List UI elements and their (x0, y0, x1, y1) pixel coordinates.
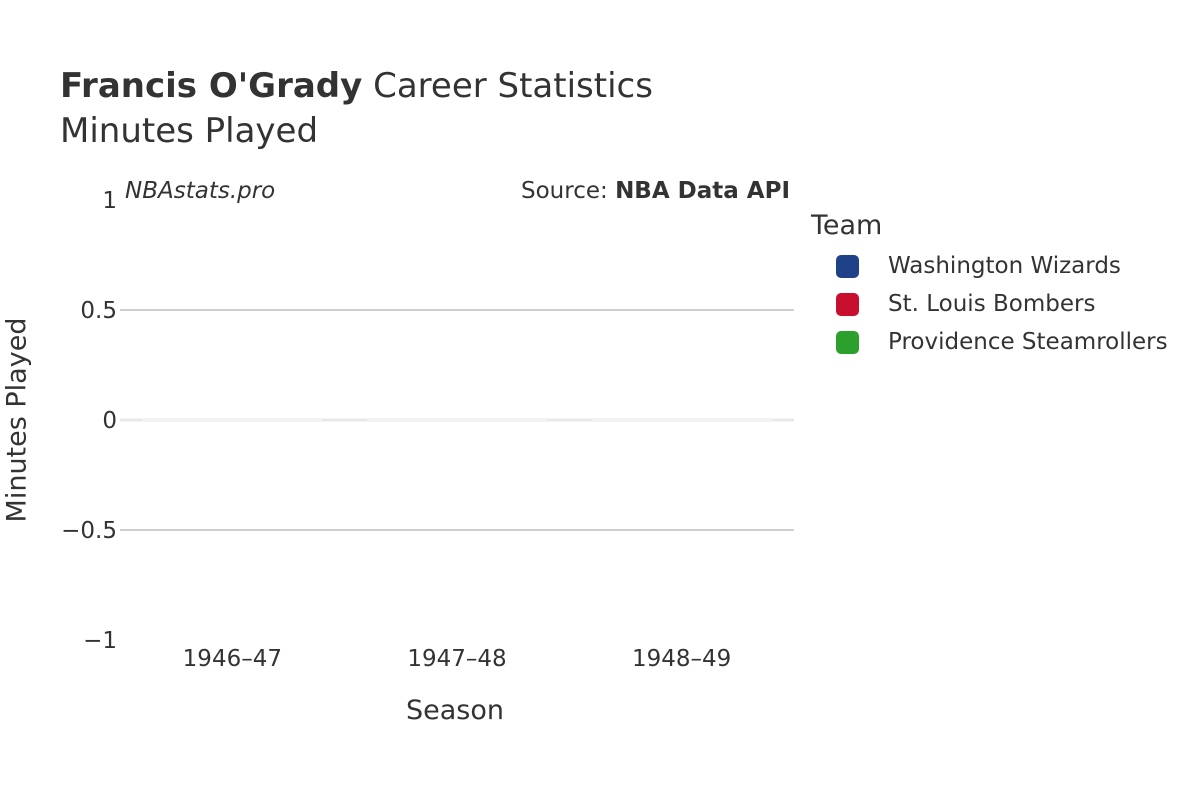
bar-providence-steamrollers (591, 419, 772, 421)
legend-swatch-st-louis-bombers (836, 292, 859, 316)
legend-title: Team (811, 210, 883, 241)
source-prefix: Source: (521, 178, 616, 204)
title-suffix: Career Statistics (362, 66, 653, 106)
legend-label: Washington Wizards (888, 253, 1121, 279)
x-tick-label: 1946–47 (183, 646, 282, 672)
bar-st-louis-bombers (366, 419, 548, 421)
legend-item-washington-wizards[interactable]: Washington Wizards (836, 253, 1121, 279)
watermark: NBAstats.pro (125, 178, 276, 204)
chart-title: Francis O'Grady Career Statistics (60, 66, 653, 106)
y-tick-label: 0.5 (80, 298, 117, 324)
legend-swatch-providence-steamrollers (836, 330, 859, 354)
legend-label: St. Louis Bombers (888, 291, 1096, 317)
y-tick-label: −0.5 (61, 518, 117, 544)
y-axis-title: Minutes Played (1, 317, 33, 523)
legend-swatch-washington-wizards (836, 254, 859, 278)
x-tick-label: 1948–49 (632, 646, 731, 672)
chart-subtitle: Minutes Played (60, 111, 319, 151)
y-tick-label: −1 (83, 628, 117, 654)
y-tick-label: 0 (102, 408, 117, 434)
legend-label: Providence Steamrollers (888, 329, 1168, 355)
legend-item-providence-steamrollers[interactable]: Providence Steamrollers (836, 329, 1168, 355)
y-tick-label: 1 (102, 188, 117, 214)
x-tick-label: 1947–48 (407, 646, 506, 672)
source-name: NBA Data API (615, 178, 790, 204)
bar-washington-wizards (142, 419, 323, 421)
legend-item-st-louis-bombers[interactable]: St. Louis Bombers (836, 291, 1096, 317)
source-credit: Source: NBA Data API (521, 178, 790, 204)
x-axis-title: Season (406, 695, 504, 726)
player-name: Francis O'Grady (60, 66, 363, 106)
